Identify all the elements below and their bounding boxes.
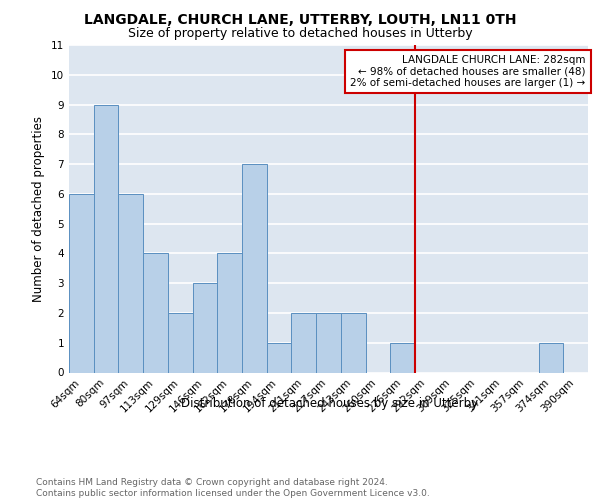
Bar (341, 313, 365, 372)
Bar (69, 194, 94, 372)
Bar (168, 313, 193, 372)
Text: Contains HM Land Registry data © Crown copyright and database right 2024.
Contai: Contains HM Land Registry data © Crown c… (36, 478, 430, 498)
Bar (539, 342, 563, 372)
Bar (390, 342, 415, 372)
Text: Size of property relative to detached houses in Utterby: Size of property relative to detached ho… (128, 28, 472, 40)
Bar (316, 313, 341, 372)
Y-axis label: Number of detached properties: Number of detached properties (32, 116, 46, 302)
Bar (143, 254, 168, 372)
Bar (242, 164, 267, 372)
Text: LANGDALE, CHURCH LANE, UTTERBY, LOUTH, LN11 0TH: LANGDALE, CHURCH LANE, UTTERBY, LOUTH, L… (84, 12, 516, 26)
Bar (193, 283, 217, 372)
Bar (292, 313, 316, 372)
Bar (267, 342, 292, 372)
Text: LANGDALE CHURCH LANE: 282sqm
← 98% of detached houses are smaller (48)
2% of sem: LANGDALE CHURCH LANE: 282sqm ← 98% of de… (350, 55, 586, 88)
Bar (94, 104, 118, 372)
Bar (217, 254, 242, 372)
Text: Distribution of detached houses by size in Utterby: Distribution of detached houses by size … (181, 398, 479, 410)
Bar (118, 194, 143, 372)
